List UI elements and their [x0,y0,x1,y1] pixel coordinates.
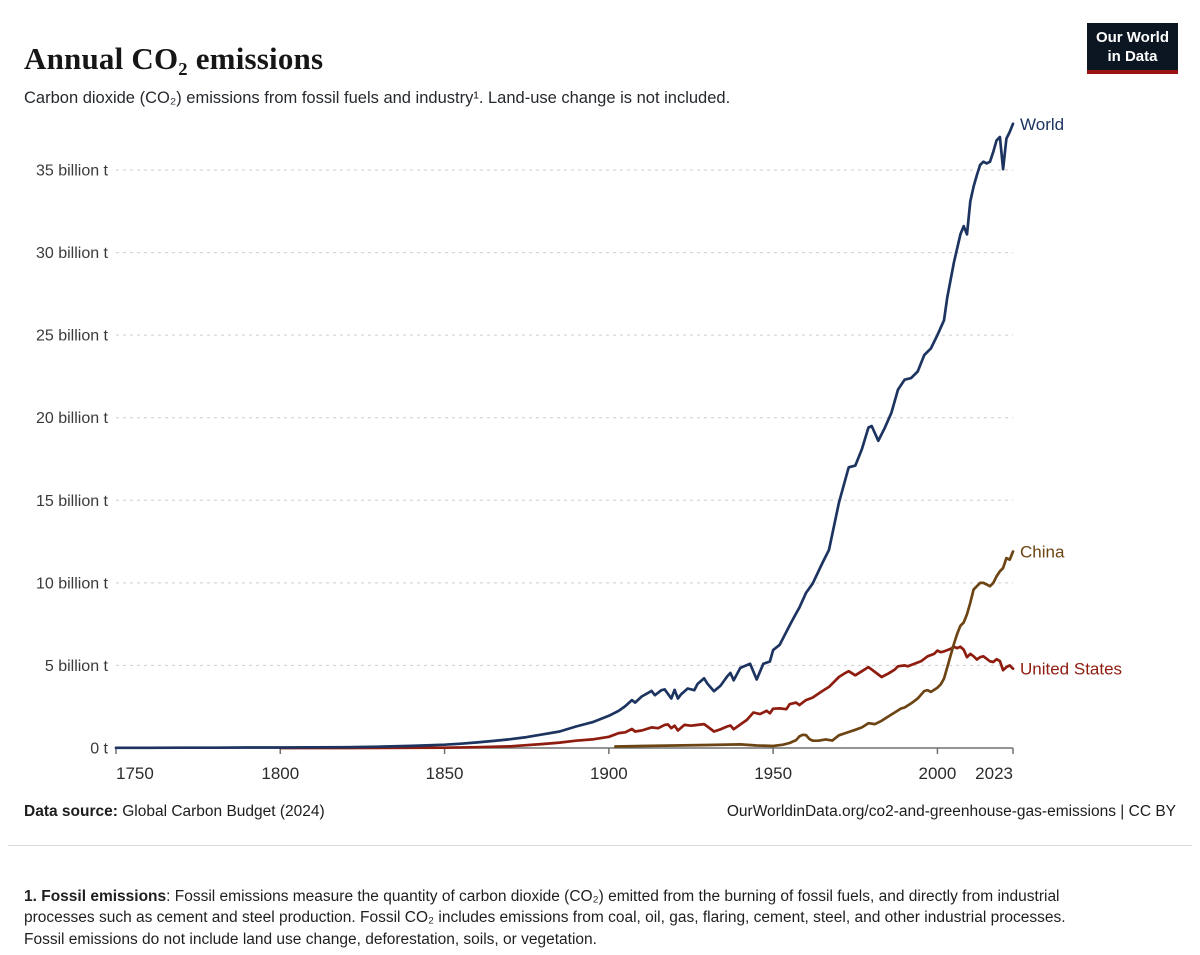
x-axis-tick-label: 2023 [975,764,1013,783]
series-line-world[interactable] [114,122,1015,750]
series-line-united-states[interactable] [278,645,1015,750]
x-axis-tick-label: 1750 [116,764,154,783]
y-axis-tick-label: 5 billion t [45,658,109,675]
x-axis-tick-label: 1900 [590,764,628,783]
data-source-label: Data source: [24,803,118,820]
x-axis-tick-label: 2000 [919,764,957,783]
y-axis-tick-label: 0 t [90,741,108,758]
y-axis-tick-label: 25 billion t [36,328,109,345]
footnote-text: : Fossil emissions measure the quantity … [24,887,1066,948]
data-source: Data source: Global Carbon Budget (2024) [24,803,325,821]
data-source-text: Global Carbon Budget (2024) [117,803,325,820]
page-title: Annual CO₂ emissions [24,40,324,76]
footer-divider [8,845,1192,846]
x-axis-tick-label: 1950 [754,764,792,783]
y-axis-tick-label: 20 billion t [36,410,109,427]
series-label-china[interactable]: China [1020,542,1065,561]
footnote-label: 1. Fossil emissions [24,887,167,905]
y-axis-tick-label: 15 billion t [36,493,109,510]
footnote: 1. Fossil emissions: Fossil emissions me… [24,886,1100,951]
x-axis-tick-label: 1800 [261,764,299,783]
y-axis-tick-label: 35 billion t [36,163,109,180]
series-label-united-states[interactable]: United States [1020,660,1122,679]
co2-emissions-line-chart: 0 t 5 billion t 10 billion t 15 billion t 20… [36,115,1122,783]
chart-subtitle: Carbon dioxide (CO₂) emissions from foss… [24,88,731,107]
series-line-china[interactable] [614,550,1015,748]
owid-logo-line2: in Data [1107,48,1158,66]
series-label-world[interactable]: World [1020,115,1064,134]
chart-footer: Data source: Global Carbon Budget (2024)… [24,803,1176,821]
owid-logo-line1: Our World [1095,29,1169,46]
y-axis-tick-label: 30 billion t [36,245,109,262]
attribution-link[interactable]: OurWorldinData.org/co2-and-greenhouse-ga… [726,803,1176,820]
owid-logo[interactable]: Our World in Data [1086,23,1178,75]
y-axis-tick-label: 10 billion t [36,575,109,592]
x-axis-tick-label: 1850 [426,764,464,783]
